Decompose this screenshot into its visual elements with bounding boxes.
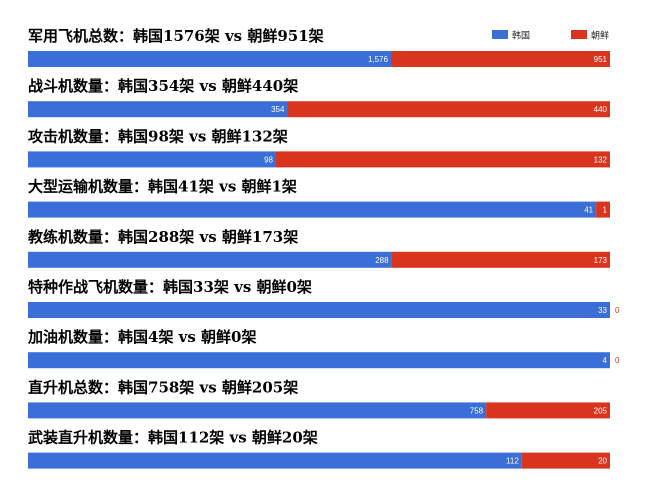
value-label-dprk: 205 [594,406,608,415]
bar-korea [28,352,610,369]
value-label-dprk: 951 [594,55,608,64]
bar-korea [28,251,392,268]
value-label-korea: 758 [470,406,484,415]
row-title: 教练机数量：韩国288架 vs 朝鲜173架 [27,228,298,246]
bar-korea [28,101,288,118]
value-label-korea: 41 [584,206,593,215]
row-title: 加油机数量：韩国4架 vs 朝鲜0架 [27,328,256,346]
bar-korea [28,302,610,318]
legend-swatch-korea [492,30,508,39]
value-label-dprk: 132 [594,155,608,164]
bar-korea [28,402,487,419]
bar-dprk [391,251,610,268]
value-label-dprk: 0 [615,356,620,365]
value-label-korea: 288 [375,256,389,265]
row-title: 军用飞机总数：韩国1576架 vs 朝鲜951架 [28,27,324,45]
bar-korea [28,201,597,218]
bar-korea [28,51,391,67]
row-title: 直升机总数：韩国758架 vs 朝鲜205架 [28,378,298,396]
row-title: 攻击机数量：韩国98架 vs 朝鲜132架 [28,127,288,145]
legend-label-korea: 韩国 [512,30,530,42]
chart-legend: 韩国 朝鲜 [492,30,609,42]
value-label-dprk: 440 [594,105,608,114]
legend-label-dprk: 朝鲜 [591,30,609,42]
bar-dprk [521,452,610,469]
value-label-dprk: 0 [615,306,620,315]
bar-dprk [287,101,610,118]
row-title: 特种作战飞机数量：韩国33架 vs 朝鲜0架 [28,278,312,296]
bar-dprk [596,201,610,218]
bar-dprk [390,51,610,67]
value-label-korea: 98 [264,155,273,164]
value-label-korea: 4 [603,356,608,365]
chart-rows: 军用飞机总数：韩国1576架 vs 朝鲜951架 1,576 951 战斗机数量：韩国… [27,27,620,469]
value-label-korea: 33 [598,306,607,315]
row-title: 大型运输机数量：韩国41架 vs 朝鲜1架 [28,178,297,196]
bar-dprk [275,151,610,168]
value-label-dprk: 1 [603,206,608,215]
row-title: 战斗机数量：韩国354架 vs 朝鲜440架 [28,77,298,95]
value-label-dprk: 173 [594,256,608,265]
value-label-korea: 354 [271,105,285,114]
bar-korea [28,151,276,168]
legend-swatch-dprk [571,30,587,39]
value-label-korea: 112 [506,457,519,466]
bar-korea [28,452,522,469]
row-title: 武装直升机数量：韩国112架 vs 朝鲜20架 [28,429,318,447]
bar-dprk [486,402,610,419]
value-label-korea: 1,576 [368,55,389,64]
value-label-dprk: 20 [598,457,607,466]
